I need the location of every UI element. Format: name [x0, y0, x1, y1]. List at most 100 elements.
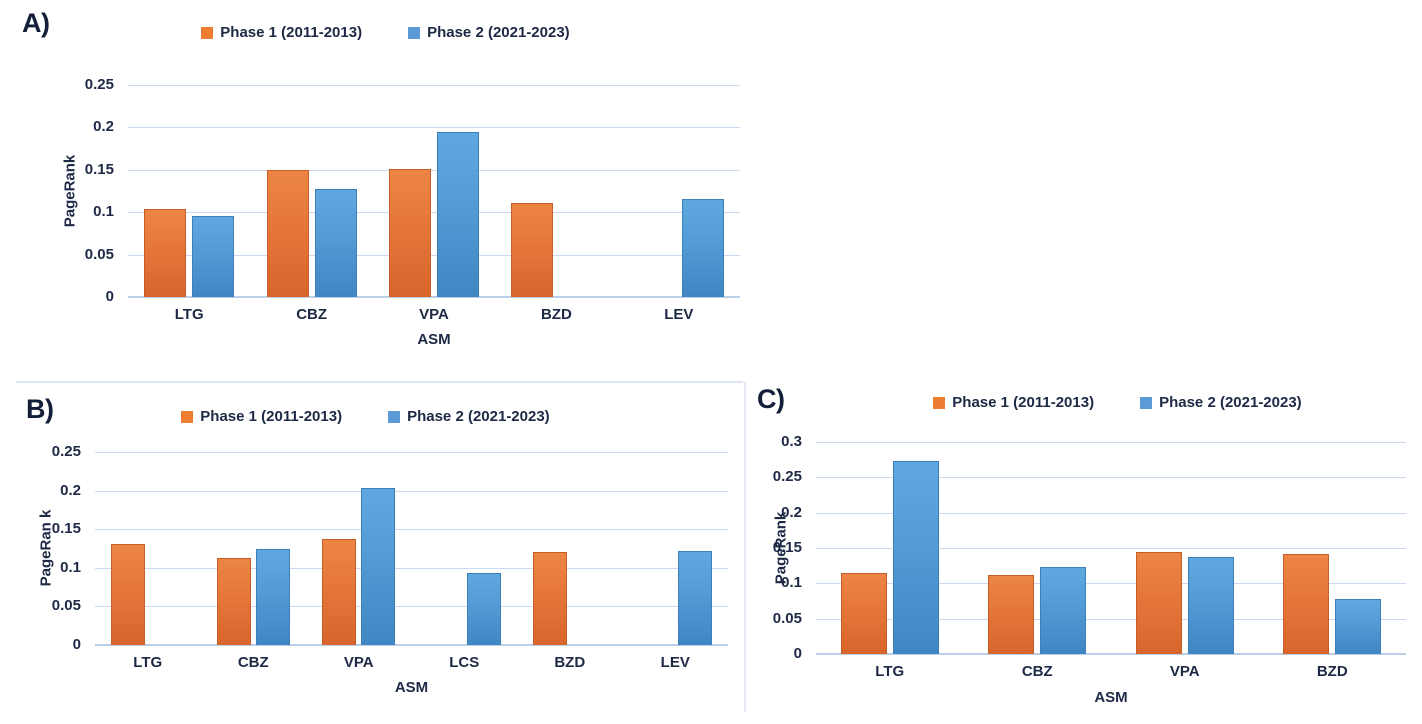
panel-letter: A) — [22, 8, 50, 38]
bar-phase2-LEV — [677, 550, 712, 645]
panel-letter: C) — [757, 384, 785, 414]
legend-item-phase2: Phase 2 (2021-2023) — [388, 408, 550, 425]
bar-slot — [428, 452, 462, 645]
x-category-label: CBZ — [237, 654, 269, 671]
bar-slot — [361, 452, 396, 645]
category-group — [495, 85, 617, 297]
gridline — [95, 567, 728, 569]
gridline — [95, 529, 728, 531]
bar-slot — [466, 452, 501, 645]
gridline — [816, 653, 1406, 655]
legend-label: Phase 2 (2021-2023) — [1159, 394, 1302, 411]
x-category-labels: LTG CBZ VPA LCS BZD LEV — [95, 654, 728, 671]
bar-phase2-LTG — [892, 461, 939, 654]
bar-slot — [111, 452, 146, 645]
x-category-labels: LTG CBZ VPA BZD LEV — [128, 306, 740, 323]
bar-phase1-LTG — [111, 543, 146, 645]
x-axis-title: ASM — [1094, 689, 1128, 706]
bar-slot — [681, 85, 724, 297]
bar-phase1-VPA — [389, 168, 432, 297]
legend-label: Phase 1 (2011-2013) — [200, 408, 343, 425]
gridline — [95, 490, 728, 492]
gridline — [128, 169, 740, 171]
bar-slot — [1335, 442, 1382, 654]
gridline — [816, 442, 1406, 443]
gridline — [95, 452, 728, 453]
phase1-swatch-icon — [933, 396, 946, 409]
bar-slot — [639, 452, 673, 645]
bar-slot — [322, 452, 357, 645]
phase2-swatch-icon — [1140, 396, 1153, 409]
legend: Phase 1 (2011-2013) Phase 2 (2021-2023) — [779, 394, 1422, 411]
legend-item-phase1: Phase 1 (2011-2013) — [181, 408, 342, 425]
legend-item-phase2: Phase 2 (2021-2023) — [408, 24, 570, 41]
category-group — [816, 442, 964, 654]
bar-slot — [1135, 442, 1182, 654]
x-category-label: CBZ — [1021, 663, 1053, 680]
x-axis-title: ASM — [417, 331, 451, 348]
x-category-label: VPA — [1169, 663, 1200, 680]
x-axis-title: ASM — [394, 679, 429, 696]
panel-divider-vertical — [744, 382, 746, 712]
bar-phase2-BZD — [1335, 598, 1382, 654]
bar-slot — [892, 442, 939, 654]
legend-label: Phase 1 (2011-2013) — [220, 24, 363, 41]
plot-area — [816, 442, 1406, 654]
legend-item-phase1: Phase 1 (2011-2013) — [933, 394, 1094, 411]
panel-divider-horizontal — [16, 381, 743, 383]
x-category-label: BZD — [541, 306, 572, 323]
y-tick-label: 0 — [105, 288, 114, 305]
category-group — [250, 85, 372, 297]
chart-panel-a: A) Phase 1 (2011-2013) Phase 2 (2021-202… — [0, 0, 745, 378]
legend-item-phase1: Phase 1 (2011-2013) — [201, 24, 362, 41]
bar-phase1-BZD — [533, 552, 568, 645]
category-groups — [816, 442, 1406, 654]
bar-phase1-CBZ — [988, 574, 1035, 654]
bar-slot — [1187, 442, 1234, 654]
gridline — [816, 548, 1406, 549]
bar-slot — [150, 452, 184, 645]
gridline — [95, 606, 728, 608]
gridline — [128, 254, 740, 256]
x-category-label: BZD — [1316, 663, 1348, 680]
y-tick-label: 0.2 — [60, 481, 81, 499]
bar-phase2-CBZ — [314, 189, 357, 297]
y-tick-label: 0.05 — [772, 609, 802, 627]
legend-label: Phase 2 (2021-2023) — [427, 24, 570, 41]
y-tick-label: 0.2 — [781, 503, 802, 521]
bar-phase1-VPA — [1135, 552, 1182, 654]
legend-label: Phase 2 (2021-2023) — [407, 408, 550, 425]
bar-slot — [266, 85, 309, 297]
legend-item-phase2: Phase 2 (2021-2023) — [1140, 394, 1302, 411]
bar-phase2-VPA — [1187, 557, 1234, 654]
gridline — [816, 512, 1406, 514]
phase1-swatch-icon — [201, 26, 214, 39]
x-category-labels: LTG CBZ VPA BZD — [816, 663, 1406, 680]
phase2-swatch-icon — [408, 26, 421, 39]
legend: Phase 1 (2011-2013) Phase 2 (2021-2023) — [0, 408, 738, 425]
y-tick-label: 0 — [793, 645, 802, 662]
bar-phase1-BZD — [1283, 554, 1330, 654]
y-tick-label: 0.1 — [781, 574, 802, 592]
category-group — [95, 452, 201, 645]
bar-slot — [677, 452, 712, 645]
category-group — [1259, 442, 1407, 654]
y-tick-label: 0.1 — [60, 558, 81, 576]
bar-phase1-LTG — [144, 208, 187, 297]
category-group — [412, 452, 518, 645]
bar-phase2-VPA — [361, 487, 396, 645]
bar-slot — [216, 452, 251, 645]
bar-slot — [511, 85, 554, 297]
category-group — [373, 85, 495, 297]
bar-phase2-LEV — [681, 199, 724, 297]
y-tick-label: 0.25 — [772, 468, 802, 486]
y-tick-label: 0 — [72, 636, 81, 653]
legend: Phase 1 (2011-2013) Phase 2 (2021-2023) — [13, 24, 758, 41]
y-tick-label: 0.25 — [51, 443, 81, 460]
y-tick-label: 0.05 — [84, 245, 114, 263]
category-group — [128, 85, 250, 297]
bar-phase2-LCS — [466, 573, 501, 645]
y-tick-label: 0.1 — [93, 203, 114, 221]
category-groups — [95, 452, 728, 645]
